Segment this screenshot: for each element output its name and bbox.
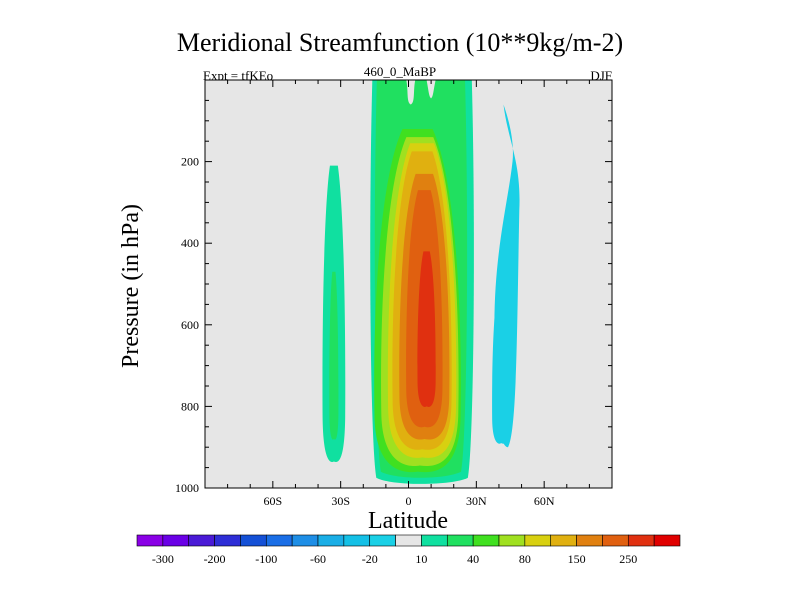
colorbar-box (395, 534, 422, 547)
colorbar-label: 150 (568, 552, 586, 566)
colorbar-box (498, 534, 526, 547)
colorbar-box (472, 534, 500, 547)
colorbar-box (240, 534, 267, 547)
colorbar-box (421, 534, 448, 547)
colorbar-box (524, 534, 552, 547)
x-axis-title: Latitude (368, 508, 448, 534)
colorbar-box (602, 534, 629, 547)
x-tick-label: 30N (466, 494, 487, 508)
contour-north-inner (492, 288, 511, 444)
x-tick-label: 0 (406, 494, 412, 508)
colorbar-box (265, 534, 293, 547)
colorbar-box (343, 534, 371, 547)
experiment-label: Expt = tfKEo (203, 68, 274, 83)
y-tick-label: 200 (181, 155, 199, 169)
colorbar-box (214, 534, 241, 547)
colorbar-box (162, 534, 190, 547)
case-label: 460_0_MaBP (363, 64, 437, 79)
colorbar-box (291, 534, 319, 547)
y-tick-label: 600 (181, 318, 199, 332)
colorbar-box (446, 534, 474, 547)
y-tick-label: 400 (181, 236, 199, 250)
colorbar-label: 10 (415, 552, 427, 566)
colorbar-box (369, 534, 396, 547)
season-label: DJF (590, 68, 612, 83)
y-tick-label: 1000 (175, 481, 199, 495)
contour-eq-notch-2 (426, 80, 436, 99)
colorbar-label: 80 (519, 552, 531, 566)
colorbar-label: -20 (362, 552, 378, 566)
chart-title: Meridional Streamfunction (10**9kg/m-2) (176, 28, 624, 57)
colorbar-box (653, 534, 681, 547)
colorbar-box (550, 534, 577, 547)
colorbar-box (188, 534, 215, 547)
x-tick-label: 60S (263, 494, 282, 508)
colorbar-label: -200 (204, 552, 226, 566)
colorbar-label: -100 (255, 552, 277, 566)
colorbar-box (576, 534, 603, 547)
contour-eq-250 (417, 251, 436, 407)
colorbar-label: 250 (619, 552, 637, 566)
colorbar-box (136, 534, 164, 547)
colorbar-label: 40 (467, 552, 479, 566)
plot-area (205, 80, 612, 488)
colorbar: -300 -200 -100 -60 -20 10 40 80 150 250 (136, 534, 681, 566)
contour-60s (270, 255, 276, 412)
colorbar-label: -60 (310, 552, 326, 566)
x-tick-label: 60N (534, 494, 555, 508)
y-axis-title: Pressure (in hPa) (118, 204, 144, 368)
y-tick-label: 800 (181, 399, 199, 413)
colorbar-box (627, 534, 655, 547)
colorbar-label: -300 (152, 552, 174, 566)
contour-30s-inner (329, 271, 339, 440)
colorbar-box (317, 534, 345, 547)
x-tick-label: 30S (331, 494, 350, 508)
axes: 60S 30S 0 30N 60N 200 400 600 800 1000 (175, 79, 613, 508)
